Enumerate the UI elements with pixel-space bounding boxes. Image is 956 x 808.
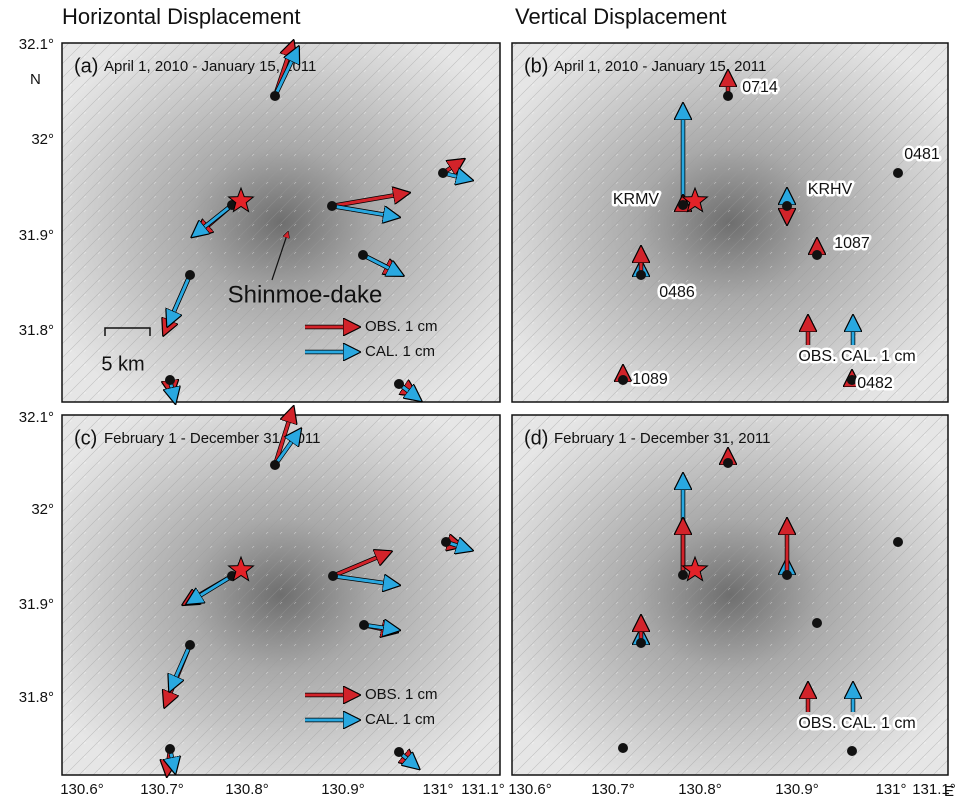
column-title: Vertical Displacement <box>515 4 727 29</box>
lat-tick-label: 31.9° <box>19 596 54 613</box>
station <box>185 270 195 280</box>
figure: Horizontal Displacement Vertical Displac… <box>0 0 956 803</box>
station <box>782 570 792 580</box>
lat-tick-label: 31.9° <box>19 227 54 244</box>
station <box>618 375 628 385</box>
lon-tick-label: 130.8° <box>225 781 269 798</box>
column-title: Horizontal Displacement <box>62 4 300 29</box>
station <box>636 638 646 648</box>
station <box>723 91 733 101</box>
station <box>893 168 903 178</box>
station <box>893 537 903 547</box>
legend-text: OBS. 1 cm <box>365 318 438 335</box>
station <box>678 200 688 210</box>
station-label: 1087 <box>834 235 870 252</box>
panel-label: (c) <box>74 427 97 449</box>
panel-period: April 1, 2010 - January 15, 2011 <box>554 58 766 75</box>
lon-tick-label: 130.7° <box>591 781 635 798</box>
station-label: KRHV <box>808 181 853 198</box>
lat-tick-label: 31.8° <box>19 322 54 339</box>
station <box>723 458 733 468</box>
station <box>165 744 175 754</box>
lon-tick-label: 130.8° <box>678 781 722 798</box>
station-label: 0482 <box>857 375 893 392</box>
panel-label: (b) <box>524 55 548 77</box>
lon-tick-label: 130.9° <box>321 781 365 798</box>
station <box>812 618 822 628</box>
lat-tick-label: 32° <box>31 501 54 518</box>
station <box>359 620 369 630</box>
station <box>441 537 451 547</box>
station <box>847 375 857 385</box>
panel-period: February 1 - December 31, 2011 <box>554 430 771 447</box>
legend-text: OBS. CAL. 1 cm <box>798 715 915 732</box>
lon-tick-label: 130.9° <box>775 781 819 798</box>
station <box>270 460 280 470</box>
station <box>618 743 628 753</box>
station <box>678 570 688 580</box>
panel-label: (d) <box>524 427 548 449</box>
lat-label: N <box>30 71 41 88</box>
station-label: 0486 <box>659 284 695 301</box>
lon-tick-label: 131.1° <box>461 781 505 798</box>
station-label: 1089 <box>632 371 668 388</box>
lon-tick-label: 130.7° <box>140 781 184 798</box>
legend-text: CAL. 1 cm <box>365 711 435 728</box>
volcano-name: Shinmoe-dake <box>228 281 383 308</box>
station <box>327 201 337 211</box>
station-label: 0481 <box>904 146 940 163</box>
station <box>394 379 404 389</box>
station <box>394 747 404 757</box>
lon-tick-label: 131° <box>875 781 906 798</box>
station <box>438 168 448 178</box>
station-label: KRMV <box>613 191 660 208</box>
panel-label: (a) <box>74 55 98 77</box>
station <box>782 201 792 211</box>
legend-text: CAL. 1 cm <box>365 343 435 360</box>
station <box>185 640 195 650</box>
station <box>847 746 857 756</box>
lon-tick-label: 130.6° <box>60 781 104 798</box>
lon-tick-label: 130.6° <box>508 781 552 798</box>
lon-tick-label: 131° <box>422 781 453 798</box>
station-label: 0714 <box>742 79 778 96</box>
lat-tick-label: 32° <box>31 131 54 148</box>
legend-text: OBS. 1 cm <box>365 686 438 703</box>
station <box>328 571 338 581</box>
station <box>270 91 280 101</box>
station <box>358 250 368 260</box>
scale-label: 5 km <box>101 353 144 375</box>
lat-tick-label: 32.1° <box>19 409 54 426</box>
lon-tick-label: 131.1° <box>912 781 956 798</box>
station <box>636 270 646 280</box>
station <box>812 250 822 260</box>
lat-tick-label: 32.1° <box>19 36 54 53</box>
legend-text: OBS. CAL. 1 cm <box>798 348 915 365</box>
lat-tick-label: 31.8° <box>19 689 54 706</box>
station <box>165 375 175 385</box>
